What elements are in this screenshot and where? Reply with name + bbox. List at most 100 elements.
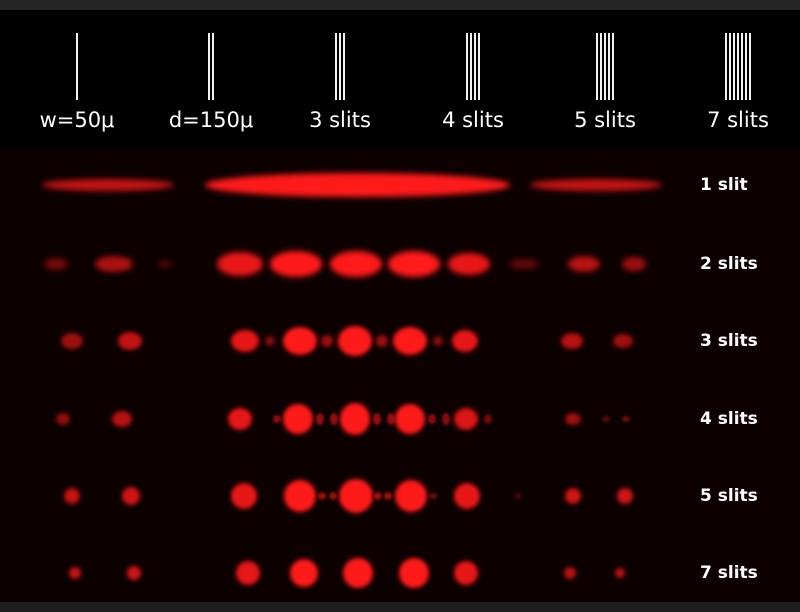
light-spot: [44, 258, 68, 270]
light-spot: [617, 488, 633, 504]
row-label-2-slits: 2 slits: [700, 254, 758, 274]
light-spot: [321, 335, 333, 347]
light-spot: [373, 413, 381, 425]
slit-icon-5: [596, 33, 614, 100]
light-spot: [56, 413, 70, 425]
light-spot: [433, 336, 443, 346]
light-spot: [217, 252, 263, 276]
slit-line: [466, 33, 468, 100]
light-spot: [283, 404, 313, 434]
row-label-7-slits: 7 slits: [700, 563, 758, 583]
slit-line: [729, 33, 731, 100]
column-label-4: 4 slits: [442, 108, 504, 132]
slit-line: [737, 33, 739, 100]
light-spot: [283, 327, 317, 355]
light-spot: [204, 173, 510, 197]
slit-line: [76, 33, 78, 100]
light-spot: [236, 561, 260, 585]
slit-icon-6: [725, 33, 751, 100]
light-spot: [452, 330, 478, 352]
slit-line: [339, 33, 341, 100]
slit-line: [600, 33, 602, 100]
light-spot: [613, 334, 633, 348]
slit-line: [478, 33, 480, 100]
light-spot: [330, 251, 382, 277]
slit-line: [608, 33, 610, 100]
light-spot: [399, 558, 429, 588]
light-spot: [561, 333, 583, 349]
light-spot: [530, 179, 662, 191]
light-spot: [622, 257, 646, 271]
slit-icon-3: [335, 33, 345, 100]
light-spot: [95, 256, 133, 272]
light-spot: [330, 413, 338, 425]
light-spot: [442, 413, 450, 425]
row-label-5-slits: 5 slits: [700, 486, 758, 506]
light-spot: [42, 179, 174, 191]
light-spot: [393, 327, 427, 355]
light-spot: [231, 330, 259, 352]
light-spot: [290, 559, 318, 587]
row-label-1-slit: 1 slit: [700, 175, 748, 195]
light-spot: [515, 493, 521, 499]
light-spot: [265, 336, 275, 346]
light-spot: [384, 492, 392, 500]
light-spot: [428, 414, 436, 424]
slit-line: [343, 33, 345, 100]
slit-icon-1: [76, 33, 78, 100]
light-spot: [565, 488, 581, 504]
light-spot: [454, 561, 478, 585]
light-spot: [64, 488, 80, 504]
light-spot: [395, 404, 425, 434]
light-spot: [122, 487, 140, 505]
light-spot: [118, 332, 142, 350]
light-spot: [231, 483, 257, 509]
row-label-3-slits: 3 slits: [700, 331, 758, 351]
light-spot: [395, 480, 427, 512]
light-spot: [388, 251, 440, 277]
slit-line: [749, 33, 751, 100]
light-spot: [343, 558, 373, 588]
bottom-border: [0, 602, 800, 612]
light-spot: [564, 567, 576, 579]
slit-line: [212, 33, 214, 100]
row-label-4-slits: 4 slits: [700, 409, 758, 429]
slit-icon-2: [208, 33, 214, 100]
slit-line: [335, 33, 337, 100]
column-label-1: w=50μ: [39, 108, 115, 132]
column-label-3: 3 slits: [309, 108, 371, 132]
light-spot: [273, 415, 281, 423]
light-spot: [568, 256, 600, 272]
column-label-2: d=150μ: [168, 108, 254, 132]
light-spot: [112, 411, 132, 427]
slit-line: [474, 33, 476, 100]
slit-line: [745, 33, 747, 100]
light-spot: [228, 408, 252, 430]
light-spot: [270, 251, 322, 277]
light-spot: [338, 326, 372, 356]
light-spot: [615, 568, 625, 578]
light-spot: [387, 413, 395, 425]
light-spot: [374, 492, 382, 500]
light-spot: [157, 260, 173, 268]
light-spot: [429, 493, 437, 499]
light-spot: [602, 416, 610, 422]
slit-line: [208, 33, 210, 100]
light-spot: [127, 566, 141, 580]
slit-diagram-header: [0, 10, 800, 148]
light-spot: [484, 414, 492, 424]
light-spot: [454, 483, 480, 509]
light-spot: [448, 253, 490, 275]
light-spot: [329, 492, 337, 500]
light-spot: [284, 480, 316, 512]
light-spot: [318, 492, 326, 500]
light-spot: [316, 413, 324, 425]
column-label-5: 5 slits: [574, 108, 636, 132]
diffraction-pattern-area: [0, 148, 800, 602]
column-label-6: 7 slits: [707, 108, 769, 132]
light-spot: [61, 333, 83, 349]
light-spot: [509, 259, 539, 269]
light-spot: [565, 413, 581, 425]
slit-line: [741, 33, 743, 100]
light-spot: [622, 416, 630, 422]
